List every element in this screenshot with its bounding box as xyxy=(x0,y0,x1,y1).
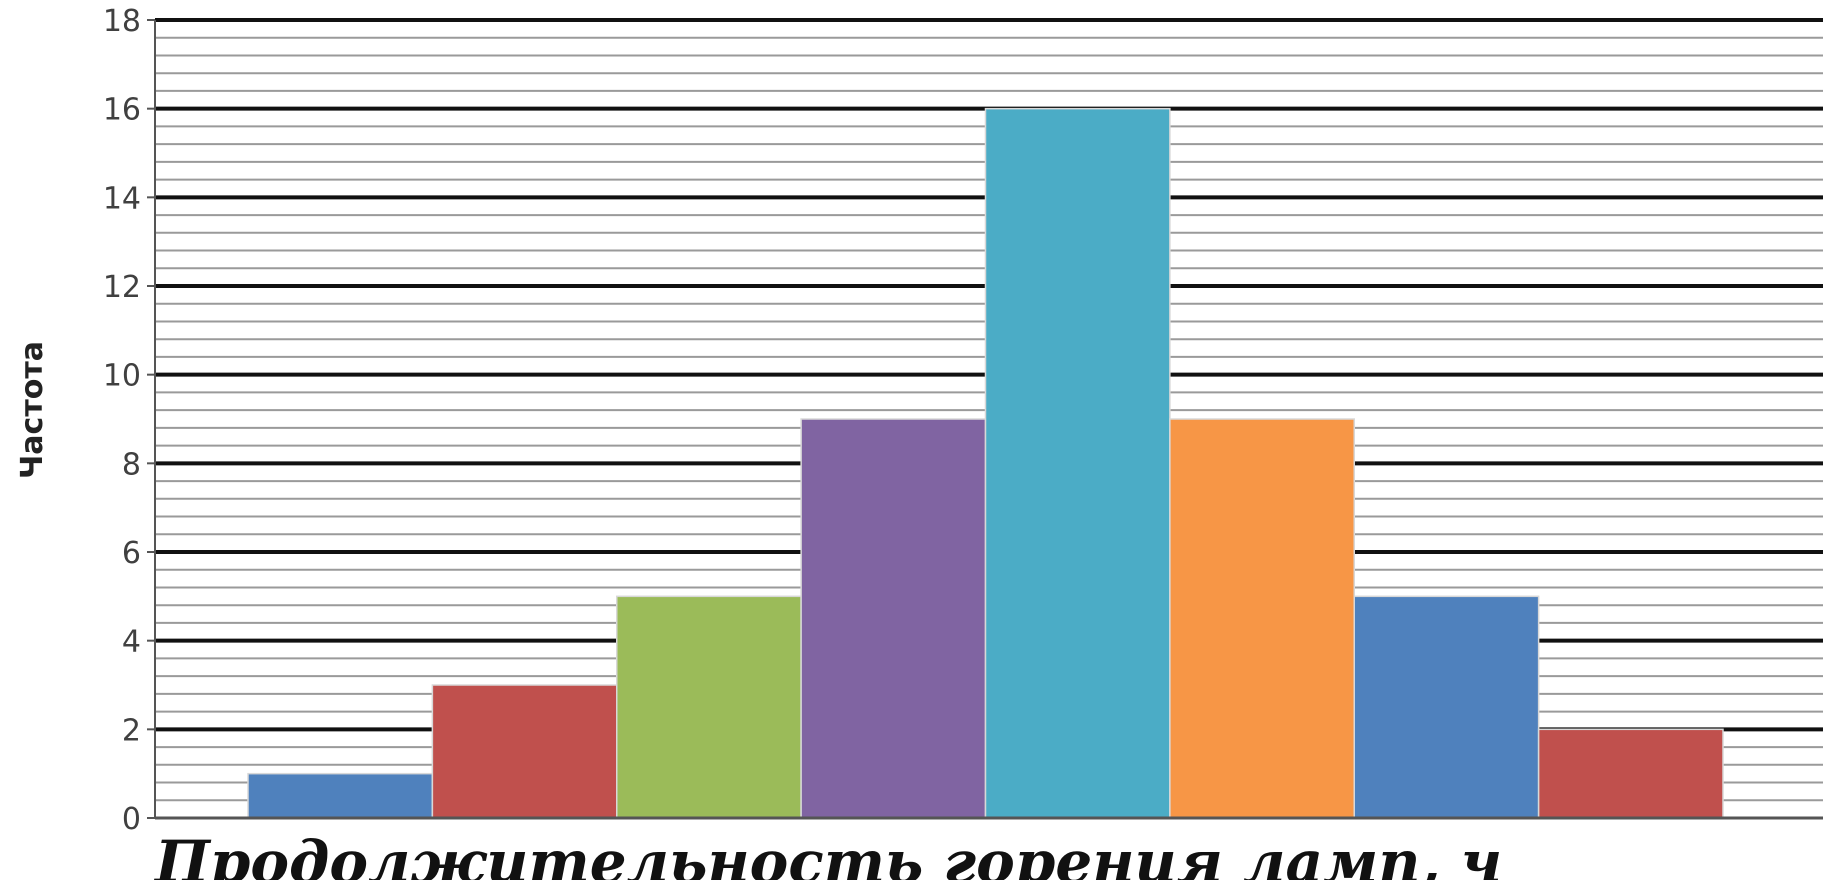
y-tick-label: 4 xyxy=(122,625,141,660)
bar-1 xyxy=(247,772,434,819)
y-tick-label: 18 xyxy=(103,4,141,39)
bar-8 xyxy=(1537,728,1724,819)
bar-7 xyxy=(1353,595,1540,819)
y-axis-label: Частота xyxy=(15,341,50,479)
y-tick-labels: 0 2 4 6 8 10 12 14 16 18 xyxy=(103,4,141,837)
bar-3 xyxy=(616,595,802,819)
x-axis-label: Продолжительность горения ламп, ч xyxy=(153,828,1502,880)
y-tick-label: 16 xyxy=(103,93,141,128)
y-tick-label: 10 xyxy=(103,359,141,394)
axis-layer xyxy=(147,19,1823,820)
bar-5 xyxy=(984,107,1171,819)
bar-4 xyxy=(800,418,987,819)
bar-6 xyxy=(1169,418,1355,819)
bar-2 xyxy=(431,684,618,819)
y-tick-label: 6 xyxy=(122,536,141,571)
y-tick-label: 14 xyxy=(103,181,141,216)
y-tick-label: 8 xyxy=(122,447,141,482)
bars-layer xyxy=(247,107,1724,819)
y-tick-label: 0 xyxy=(122,802,141,837)
y-tick-label: 2 xyxy=(122,713,141,748)
y-tick-label: 12 xyxy=(103,270,141,305)
